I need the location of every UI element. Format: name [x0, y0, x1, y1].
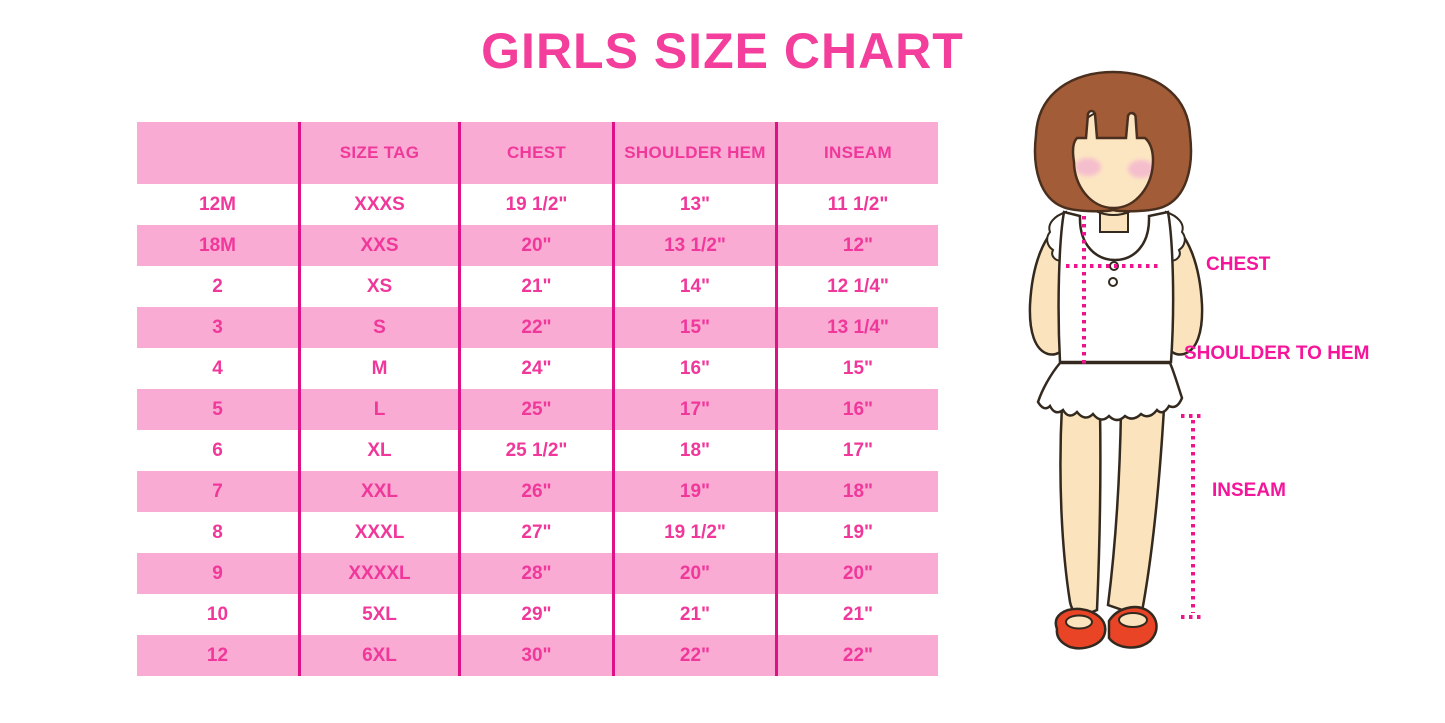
- cell-size-tag: 5XL: [298, 594, 458, 635]
- col-header-shoulder-hem: SHOULDER HEM: [612, 122, 775, 184]
- cell-size: 10: [206, 603, 229, 625]
- cell-inseam: 17": [775, 430, 938, 471]
- girl-right-leg: [1106, 406, 1166, 616]
- cell-chest: 26": [458, 471, 612, 512]
- chest-label: CHEST: [1206, 254, 1271, 275]
- girl-hair: [1033, 70, 1193, 213]
- cell-size: 2: [212, 275, 223, 297]
- cell-chest: 28": [458, 553, 612, 594]
- cell-inseam: 18": [775, 471, 938, 512]
- cell-inseam: 12 1/4": [775, 266, 938, 307]
- girl-top-button-2: [1108, 277, 1118, 287]
- cell-size-tag: XXXXL: [298, 553, 458, 594]
- table-header-row: SIZE TAG CHEST SHOULDER HEM INSEAM: [137, 122, 938, 184]
- cell-chest: 25": [458, 389, 612, 430]
- girl-left-leg: [1059, 403, 1102, 617]
- table-row: 8 XXXL 27" 19 1/2" 19": [137, 512, 938, 553]
- col-header-chest: CHEST: [458, 122, 612, 184]
- cell-inseam: 15": [775, 348, 938, 389]
- cell-shoulder-hem: 19 1/2": [612, 512, 775, 553]
- col-header-size: [137, 122, 298, 184]
- cell-shoulder-hem: 19": [612, 471, 775, 512]
- cell-inseam: 13 1/4": [775, 307, 938, 348]
- cell-size: 4: [212, 357, 223, 379]
- cell-size: 18M: [199, 234, 236, 256]
- col-header-inseam: INSEAM: [775, 122, 938, 184]
- cell-size: 5: [212, 398, 223, 420]
- girl-top: [1057, 210, 1175, 364]
- cell-chest: 29": [458, 594, 612, 635]
- cell-size: 9: [212, 562, 223, 584]
- cell-size-tag: S: [298, 307, 458, 348]
- cell-inseam: 22": [775, 635, 938, 676]
- table-row: 18M XXS 20" 13 1/2" 12": [137, 225, 938, 266]
- cell-size: 8: [212, 521, 223, 543]
- cell-chest: 27": [458, 512, 612, 553]
- cell-chest: 20": [458, 225, 612, 266]
- cell-size-tag: XXS: [298, 225, 458, 266]
- inseam-label: INSEAM: [1212, 480, 1286, 501]
- cell-shoulder-hem: 13": [612, 184, 775, 225]
- cell-chest: 19 1/2": [458, 184, 612, 225]
- cell-size: 12: [206, 644, 229, 666]
- girl-left-foot-opening: [1065, 614, 1093, 630]
- cell-size: 6: [212, 439, 223, 461]
- cell-chest: 24": [458, 348, 612, 389]
- cell-size-tag: XXXL: [298, 512, 458, 553]
- cell-inseam: 12": [775, 225, 938, 266]
- table-row: 3 S 22" 15" 13 1/4": [137, 307, 938, 348]
- table-row: 9 XXXXL 28" 20" 20": [137, 553, 938, 594]
- cell-size-tag: M: [298, 348, 458, 389]
- cell-shoulder-hem: 13 1/2": [612, 225, 775, 266]
- cell-size: 12M: [199, 193, 236, 215]
- table-row: 12M XXXS 19 1/2" 13" 11 1/2": [137, 184, 938, 225]
- girl-measurement-illustration: CHEST SHOULDER TO HEM INSEAM: [1000, 60, 1445, 705]
- cell-chest: 30": [458, 635, 612, 676]
- cell-inseam: 21": [775, 594, 938, 635]
- cell-chest: 25 1/2": [458, 430, 612, 471]
- table-row: 7 XXL 26" 19" 18": [137, 471, 938, 512]
- shoulder-to-hem-label: SHOULDER TO HEM: [1184, 343, 1369, 364]
- table-row: 5 L 25" 17" 16": [137, 389, 938, 430]
- table-row: 4 M 24" 16" 15": [137, 348, 938, 389]
- cell-shoulder-hem: 18": [612, 430, 775, 471]
- cell-inseam: 16": [775, 389, 938, 430]
- size-table: SIZE TAG CHEST SHOULDER HEM INSEAM 12M X…: [137, 122, 938, 676]
- col-header-size-tag: SIZE TAG: [298, 122, 458, 184]
- cell-shoulder-hem: 21": [612, 594, 775, 635]
- cell-inseam: 11 1/2": [775, 184, 938, 225]
- table-row: 10 5XL 29" 21" 21": [137, 594, 938, 635]
- cell-size-tag: XS: [298, 266, 458, 307]
- cell-size: 3: [212, 316, 223, 338]
- cell-size-tag: L: [298, 389, 458, 430]
- cell-shoulder-hem: 20": [612, 553, 775, 594]
- girl-right-cheek: [1128, 160, 1154, 178]
- girl-skirt-ruffle: [1036, 361, 1184, 422]
- cell-size-tag: XXL: [298, 471, 458, 512]
- cell-inseam: 20": [775, 553, 938, 594]
- cell-size-tag: XL: [298, 430, 458, 471]
- cell-shoulder-hem: 15": [612, 307, 775, 348]
- girl-left-cheek: [1075, 158, 1101, 176]
- cell-chest: 21": [458, 266, 612, 307]
- table-row: 6 XL 25 1/2" 18" 17": [137, 430, 938, 471]
- page-title: GIRLS SIZE CHART: [481, 23, 964, 79]
- cell-shoulder-hem: 16": [612, 348, 775, 389]
- table-row: 12 6XL 30" 22" 22": [137, 635, 938, 676]
- cell-size-tag: 6XL: [298, 635, 458, 676]
- cell-shoulder-hem: 22": [612, 635, 775, 676]
- girl-right-foot-opening: [1118, 612, 1148, 628]
- cell-size: 7: [212, 480, 223, 502]
- table-row: 2 XS 21" 14" 12 1/4": [137, 266, 938, 307]
- cell-inseam: 19": [775, 512, 938, 553]
- cell-chest: 22": [458, 307, 612, 348]
- cell-shoulder-hem: 14": [612, 266, 775, 307]
- cell-shoulder-hem: 17": [612, 389, 775, 430]
- cell-size-tag: XXXS: [298, 184, 458, 225]
